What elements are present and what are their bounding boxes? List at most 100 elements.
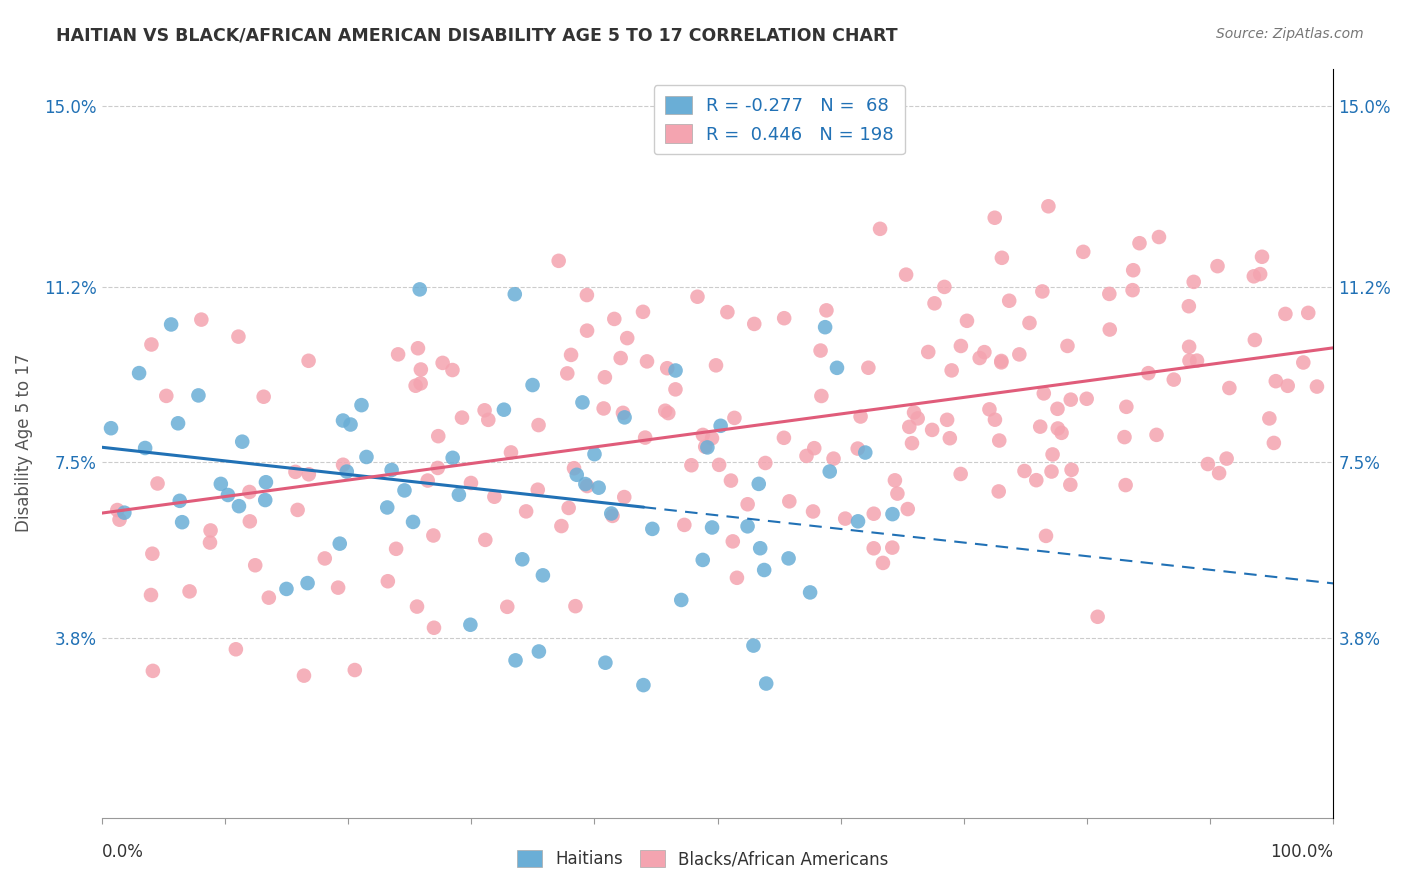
Point xyxy=(1031,285,1053,299)
Point xyxy=(576,479,599,493)
Point xyxy=(754,456,776,470)
Point xyxy=(949,467,972,481)
Point xyxy=(492,402,515,417)
Point xyxy=(716,305,738,319)
Point xyxy=(593,370,616,384)
Point xyxy=(160,318,183,332)
Point xyxy=(742,317,765,331)
Point xyxy=(190,312,212,326)
Point xyxy=(633,678,655,692)
Point xyxy=(427,429,450,443)
Point xyxy=(314,551,336,566)
Point xyxy=(510,552,533,566)
Point xyxy=(897,502,920,516)
Point xyxy=(1056,339,1078,353)
Point xyxy=(298,467,321,482)
Point xyxy=(773,431,796,445)
Point xyxy=(641,522,664,536)
Point xyxy=(862,541,884,556)
Point xyxy=(934,280,956,294)
Point xyxy=(1098,286,1121,301)
Point xyxy=(939,431,962,445)
Point xyxy=(505,653,527,667)
Point xyxy=(613,410,636,425)
Point xyxy=(956,314,979,328)
Point xyxy=(225,642,247,657)
Point xyxy=(853,445,876,459)
Point xyxy=(477,413,499,427)
Point xyxy=(1182,275,1205,289)
Point xyxy=(1251,250,1274,264)
Point xyxy=(239,514,262,528)
Point xyxy=(332,458,354,472)
Point xyxy=(336,465,359,479)
Point xyxy=(903,405,925,419)
Point xyxy=(228,499,250,513)
Point xyxy=(681,458,703,473)
Point xyxy=(254,475,277,490)
Point xyxy=(991,251,1014,265)
Point xyxy=(423,621,446,635)
Point xyxy=(1035,529,1057,543)
Point xyxy=(187,388,209,402)
Point xyxy=(1046,421,1069,435)
Point xyxy=(721,534,744,549)
Point xyxy=(1042,447,1064,461)
Point xyxy=(1040,465,1063,479)
Point xyxy=(1098,322,1121,336)
Point xyxy=(1178,340,1201,354)
Point xyxy=(1274,307,1296,321)
Point xyxy=(422,528,444,542)
Point xyxy=(555,367,578,381)
Point xyxy=(983,211,1005,225)
Point xyxy=(526,483,548,497)
Point xyxy=(588,481,610,495)
Point xyxy=(834,511,856,525)
Point xyxy=(169,493,191,508)
Point xyxy=(988,434,1011,448)
Point xyxy=(565,467,588,482)
Point xyxy=(882,507,904,521)
Point xyxy=(1128,236,1150,251)
Text: Source: ZipAtlas.com: Source: ZipAtlas.com xyxy=(1216,27,1364,41)
Point xyxy=(332,413,354,427)
Point xyxy=(1306,379,1329,393)
Point xyxy=(1258,411,1281,425)
Point xyxy=(387,347,409,361)
Point xyxy=(603,312,626,326)
Point xyxy=(882,541,904,555)
Point xyxy=(217,488,239,502)
Point xyxy=(134,441,156,455)
Point xyxy=(595,656,617,670)
Point xyxy=(231,434,253,449)
Point xyxy=(818,465,841,479)
Point xyxy=(979,402,1001,417)
Point xyxy=(634,431,657,445)
Point xyxy=(609,351,631,365)
Point xyxy=(583,447,606,461)
Point xyxy=(862,507,884,521)
Point xyxy=(409,282,432,296)
Point xyxy=(886,486,908,500)
Point xyxy=(1050,425,1073,440)
Point xyxy=(406,599,429,614)
Point xyxy=(441,363,464,377)
Point xyxy=(326,581,349,595)
Point xyxy=(692,428,714,442)
Point xyxy=(1008,347,1031,361)
Point xyxy=(1025,473,1047,487)
Point xyxy=(737,519,759,533)
Point xyxy=(167,417,190,431)
Point xyxy=(936,413,959,427)
Point xyxy=(1147,230,1170,244)
Point xyxy=(1087,609,1109,624)
Point xyxy=(631,305,654,319)
Point xyxy=(602,508,624,523)
Point xyxy=(460,617,482,632)
Point xyxy=(664,383,686,397)
Point xyxy=(825,360,848,375)
Point xyxy=(987,484,1010,499)
Point xyxy=(385,541,408,556)
Text: 100.0%: 100.0% xyxy=(1271,843,1333,861)
Point xyxy=(814,320,837,334)
